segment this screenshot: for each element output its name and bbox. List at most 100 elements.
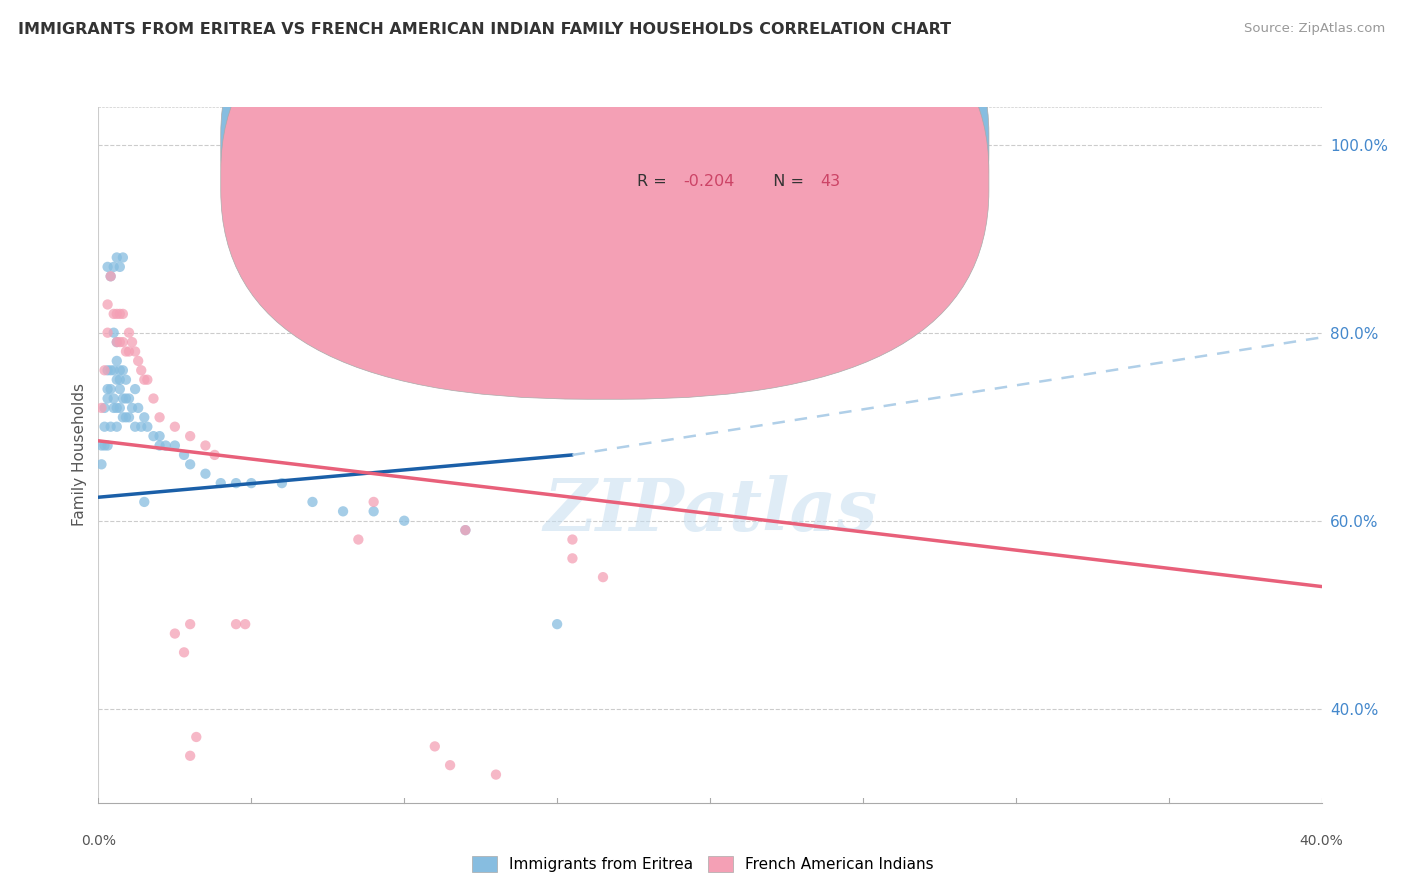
Point — [111, 251, 134, 265]
Point — [103, 363, 125, 377]
Point — [103, 307, 125, 321]
Point — [97, 260, 120, 274]
Point — [97, 326, 120, 340]
Point — [149, 438, 172, 452]
Point — [225, 476, 247, 491]
Point — [103, 401, 125, 415]
Text: N =: N = — [762, 136, 808, 152]
Point — [121, 335, 143, 350]
Point — [163, 438, 186, 452]
Point — [121, 401, 143, 415]
Point — [97, 297, 120, 311]
Point — [105, 401, 128, 415]
Point — [332, 504, 354, 518]
Point — [179, 429, 201, 443]
Point — [124, 382, 146, 396]
Point — [592, 570, 614, 584]
Point — [105, 354, 128, 368]
Point — [115, 392, 138, 406]
Point — [142, 429, 165, 443]
Point — [129, 419, 152, 434]
Point — [561, 533, 583, 547]
Point — [233, 617, 256, 632]
Point — [105, 373, 128, 387]
Point — [173, 645, 195, 659]
Point — [439, 758, 461, 772]
Text: 40.0%: 40.0% — [1299, 834, 1344, 848]
Point — [90, 438, 112, 452]
Point — [118, 344, 141, 359]
Point — [108, 382, 131, 396]
Point — [111, 335, 134, 350]
Point — [97, 392, 120, 406]
Point — [136, 419, 159, 434]
Text: R =: R = — [637, 136, 672, 152]
Point — [100, 269, 122, 284]
Point — [163, 419, 186, 434]
Point — [127, 354, 149, 368]
Point — [134, 495, 156, 509]
Point — [100, 419, 122, 434]
Point — [118, 392, 141, 406]
Point — [270, 476, 292, 491]
FancyBboxPatch shape — [221, 0, 988, 362]
Text: -0.204: -0.204 — [683, 174, 734, 189]
Text: 0.087: 0.087 — [683, 136, 734, 152]
Point — [97, 438, 120, 452]
Point — [105, 335, 128, 350]
Point — [115, 344, 138, 359]
Point — [100, 382, 122, 396]
Point — [194, 467, 217, 481]
Text: ZIPatlas: ZIPatlas — [543, 475, 877, 546]
Point — [136, 373, 159, 387]
Point — [111, 307, 134, 321]
Point — [423, 739, 446, 754]
Point — [149, 429, 172, 443]
Point — [105, 335, 128, 350]
Point — [149, 410, 172, 425]
Point — [108, 307, 131, 321]
Point — [93, 363, 115, 377]
Point — [179, 748, 201, 763]
Point — [108, 373, 131, 387]
Text: N =: N = — [762, 174, 808, 189]
Point — [173, 448, 195, 462]
Point — [155, 438, 177, 452]
Point — [118, 326, 141, 340]
Point — [225, 617, 247, 632]
Point — [485, 767, 508, 781]
Point — [179, 617, 201, 632]
Text: R =: R = — [637, 174, 672, 189]
Point — [115, 410, 138, 425]
Point — [105, 307, 128, 321]
Text: Source: ZipAtlas.com: Source: ZipAtlas.com — [1244, 22, 1385, 36]
Point — [240, 476, 263, 491]
Point — [111, 410, 134, 425]
FancyBboxPatch shape — [221, 0, 988, 400]
Point — [118, 410, 141, 425]
Point — [454, 523, 477, 537]
FancyBboxPatch shape — [557, 118, 912, 211]
Point — [108, 401, 131, 415]
Point — [163, 626, 186, 640]
Point — [194, 438, 217, 452]
Point — [111, 392, 134, 406]
Point — [209, 476, 232, 491]
Point — [93, 401, 115, 415]
Point — [124, 419, 146, 434]
Point — [108, 363, 131, 377]
Point — [301, 495, 323, 509]
Point — [392, 514, 416, 528]
Legend: Immigrants from Eritrea, French American Indians: Immigrants from Eritrea, French American… — [464, 848, 942, 880]
Point — [129, 363, 152, 377]
Point — [134, 410, 156, 425]
Point — [363, 495, 385, 509]
Point — [111, 363, 134, 377]
Point — [93, 419, 115, 434]
Point — [124, 344, 146, 359]
Point — [93, 438, 115, 452]
Point — [363, 504, 385, 518]
Point — [105, 419, 128, 434]
Point — [142, 392, 165, 406]
Point — [105, 251, 128, 265]
